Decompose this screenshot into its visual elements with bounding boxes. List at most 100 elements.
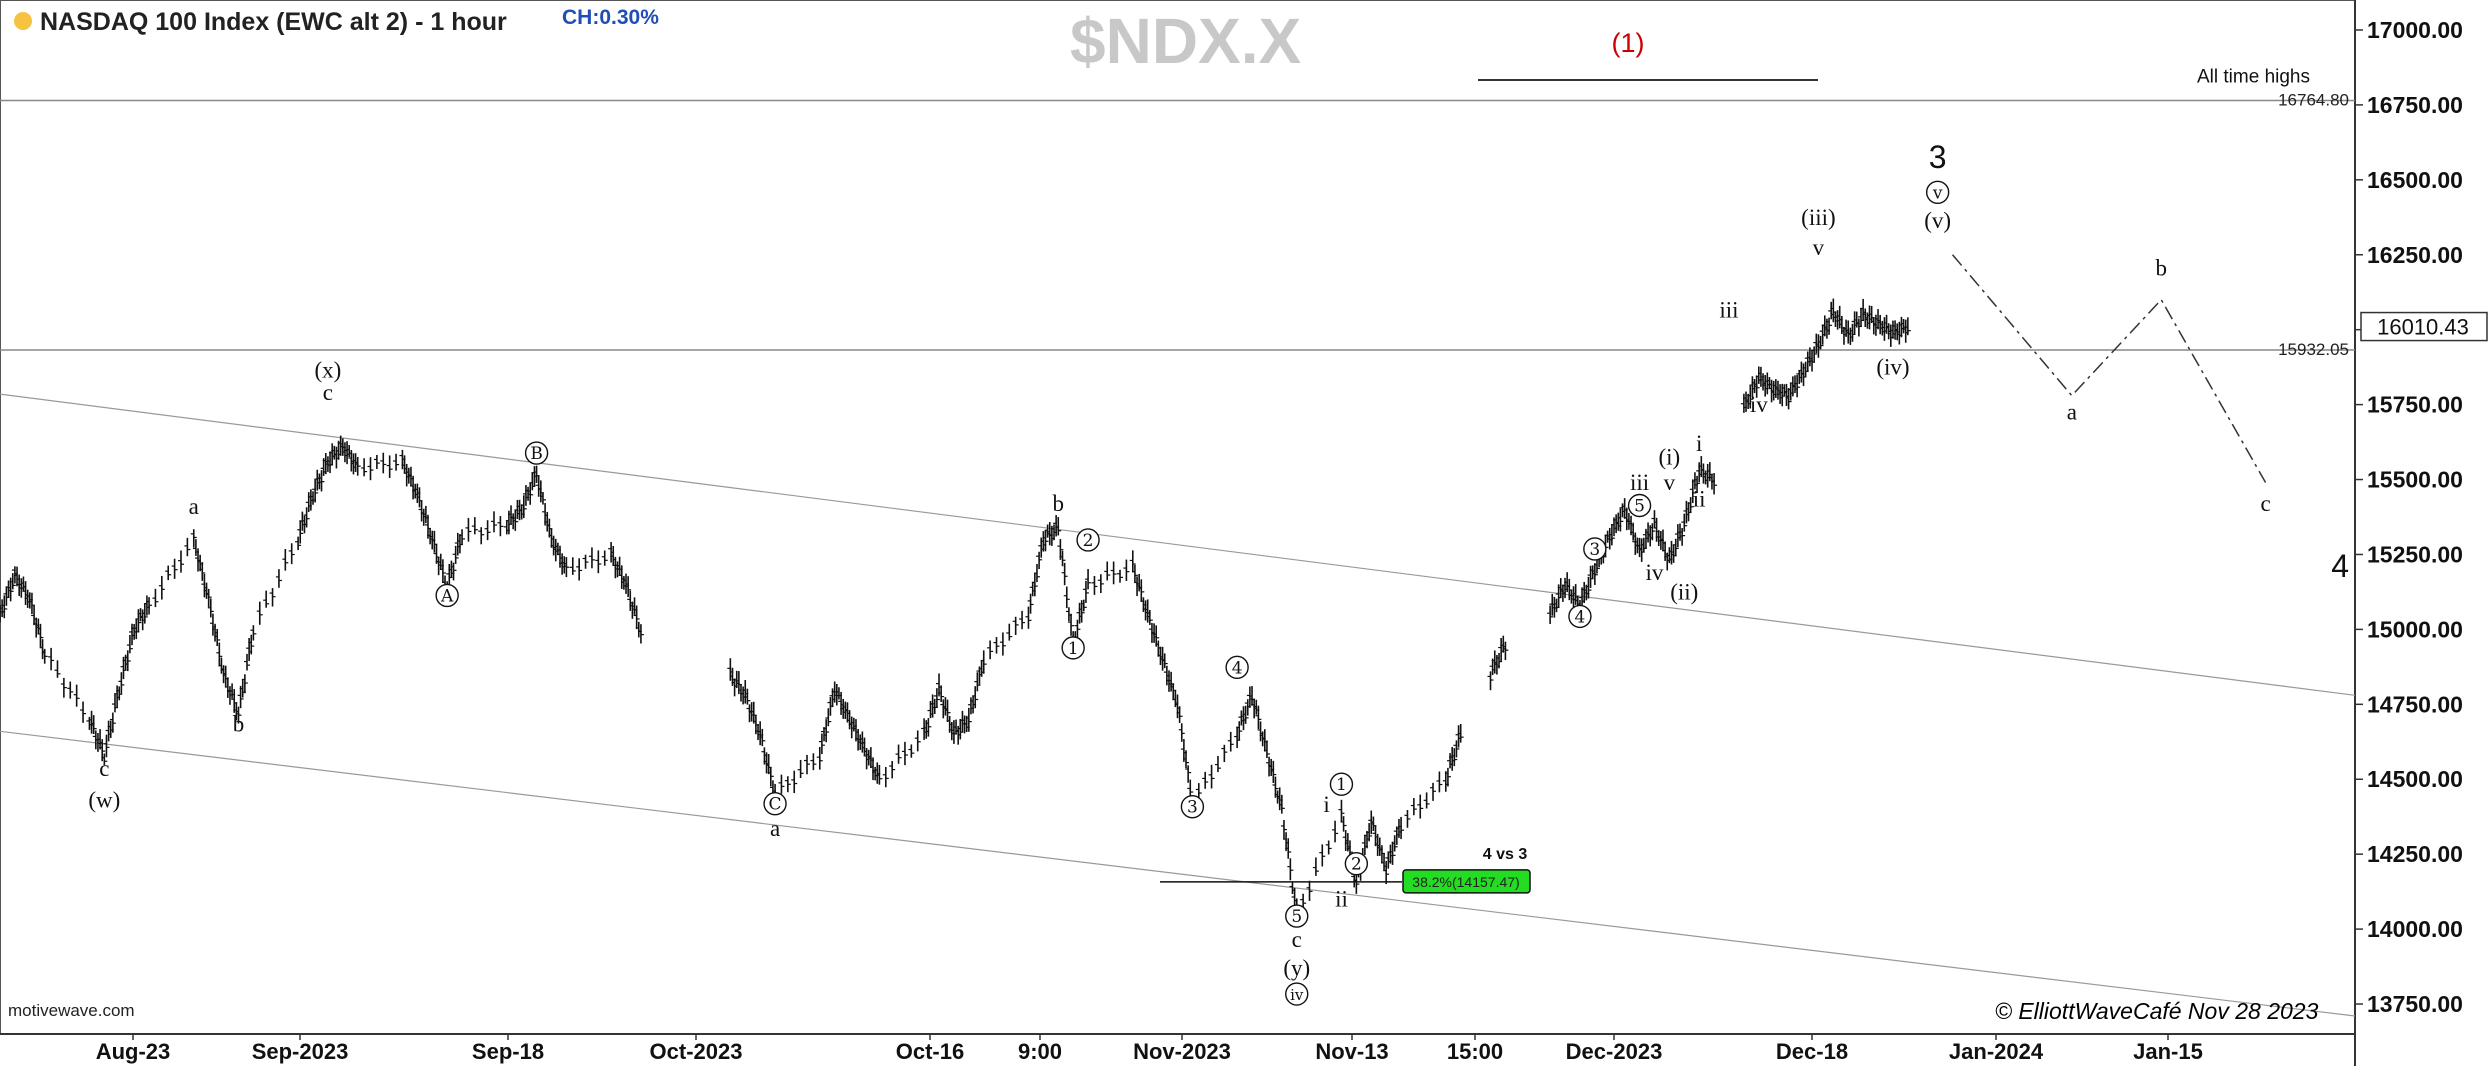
x-tick-label: Sep-2023 xyxy=(252,1039,349,1064)
source-label: motivewave.com xyxy=(8,1001,135,1020)
copyright-label: © ElliottWaveCafé Nov 28 2023 xyxy=(1995,998,2319,1024)
wave-label: C xyxy=(769,795,782,815)
wave-label: 4 xyxy=(1575,607,1586,627)
projection-path xyxy=(1951,254,2267,483)
plot-frame xyxy=(0,0,2356,1035)
wave-label: 5 xyxy=(1291,907,1302,927)
level-note-0: All time highs xyxy=(2197,66,2310,87)
wave-label: v xyxy=(1813,235,1825,260)
wave-label-circle xyxy=(435,583,459,608)
y-tick-label: 16750.00 xyxy=(2367,92,2463,118)
wave-label: (ii) xyxy=(1670,579,1698,604)
chart-title: NASDAQ 100 Index (EWC alt 2) - 1 hour xyxy=(40,8,507,36)
wave-label: b xyxy=(2155,256,2167,281)
x-tick-label: Jan-2024 xyxy=(1949,1039,2044,1064)
level-value-0: 16764.80 xyxy=(2278,90,2349,109)
y-tick-label: 16500.00 xyxy=(2367,167,2463,193)
y-tick-label: 16250.00 xyxy=(2367,242,2463,268)
wave-label: c xyxy=(323,380,333,405)
wave-label: c xyxy=(1292,927,1302,952)
wave-label: 4 xyxy=(2331,548,2349,584)
x-tick-label: Oct-2023 xyxy=(650,1039,743,1064)
wave-label: B xyxy=(530,444,543,464)
wave-label: (iv) xyxy=(1876,355,1909,380)
wave-label: (i) xyxy=(1659,445,1681,470)
y-tick-label: 13750.00 xyxy=(2367,991,2463,1017)
wave-label-circle xyxy=(1285,982,1309,1006)
wave-label: iv xyxy=(1646,560,1664,585)
wave-label: 2 xyxy=(1083,531,1094,551)
wave-label-circle xyxy=(763,792,787,816)
wave-label-circle xyxy=(1568,604,1592,629)
y-tick-label: 15750.00 xyxy=(2367,392,2463,418)
wave-label: v xyxy=(1664,470,1676,495)
wave-label-circle xyxy=(1285,904,1309,928)
wave-label-circle xyxy=(1329,772,1354,796)
wave-label: 4 xyxy=(1232,658,1243,678)
ticker-watermark: $NDX.X xyxy=(1070,5,1302,77)
x-tick-label: Dec-2023 xyxy=(1566,1039,1663,1064)
wave-label-circle xyxy=(1583,537,1607,561)
wave-label: b xyxy=(233,711,245,736)
channel-line-1 xyxy=(0,730,2356,1017)
wave-label: iii xyxy=(1719,298,1738,323)
y-tick-label: 14000.00 xyxy=(2367,916,2463,942)
wave-label: ii xyxy=(1335,887,1348,912)
wave-label: (x) xyxy=(314,358,341,383)
status-dot xyxy=(14,12,32,30)
x-tick-label: Jan-15 xyxy=(2133,1039,2203,1064)
wave-label: 3 xyxy=(1929,139,1947,175)
target-label: (1) xyxy=(1612,28,1645,58)
wave-label: 1 xyxy=(1336,775,1347,795)
change-label: CH:0.30% xyxy=(562,6,659,29)
x-tick-label: Oct-16 xyxy=(896,1039,964,1064)
x-tick-label: Sep-18 xyxy=(472,1039,544,1064)
wave-label: a xyxy=(2067,400,2077,425)
wave-label: b xyxy=(1053,491,1065,516)
wave-label: 1 xyxy=(1068,639,1079,659)
y-tick-label: 15500.00 xyxy=(2367,467,2463,493)
wave-label: A xyxy=(440,586,454,606)
last-price-label: 16010.43 xyxy=(2377,315,2469,340)
x-tick-label: Aug-23 xyxy=(96,1039,171,1064)
wave-label: 5 xyxy=(1634,497,1645,517)
fib-title: 4 vs 3 xyxy=(1483,846,1528,863)
fib-box xyxy=(1402,869,1531,894)
y-tick-label: 14500.00 xyxy=(2367,766,2463,792)
fib-label: 38.2%(14157.47) xyxy=(1412,874,1519,890)
wave-label-circle xyxy=(1344,851,1369,876)
last-price-box xyxy=(2360,311,2488,342)
wave-label: v xyxy=(1932,183,1943,203)
level-value-1: 15932.05 xyxy=(2278,340,2349,359)
wave-label: (iii) xyxy=(1801,205,1836,230)
x-tick-label: Dec-18 xyxy=(1776,1039,1848,1064)
x-tick-label: Nov-13 xyxy=(1315,1039,1388,1064)
wave-label-circle xyxy=(524,441,549,465)
wave-label: (y) xyxy=(1283,956,1310,981)
wave-label: 3 xyxy=(1187,798,1198,818)
wave-label: a xyxy=(770,816,780,841)
wave-label: iii xyxy=(1630,470,1649,495)
y-tick-label: 14250.00 xyxy=(2367,841,2463,867)
wave-label: a xyxy=(189,494,199,519)
y-tick-label: 14750.00 xyxy=(2367,691,2463,717)
wave-label: (w) xyxy=(88,788,120,813)
wave-label: 2 xyxy=(1351,855,1362,875)
channel-line-0 xyxy=(0,393,2356,696)
y-tick-label: 17000.00 xyxy=(2367,17,2463,43)
wave-label-circle xyxy=(1225,655,1249,680)
wave-label-circle xyxy=(1925,180,1950,205)
wave-label-circle xyxy=(1627,493,1652,518)
wave-label: iv xyxy=(1750,392,1768,417)
wave-label: i xyxy=(1323,792,1329,817)
wave-label-circle xyxy=(1180,795,1205,819)
wave-label: 3 xyxy=(1589,540,1600,560)
wave-label: c xyxy=(2260,491,2270,516)
wave-label: c xyxy=(99,756,109,781)
wave-label: i xyxy=(1696,431,1702,456)
y-tick-label: 15250.00 xyxy=(2367,541,2463,567)
x-tick-label: 15:00 xyxy=(1447,1039,1503,1064)
wave-label-circle xyxy=(1076,528,1100,552)
wave-label: iv xyxy=(1290,986,1304,1004)
